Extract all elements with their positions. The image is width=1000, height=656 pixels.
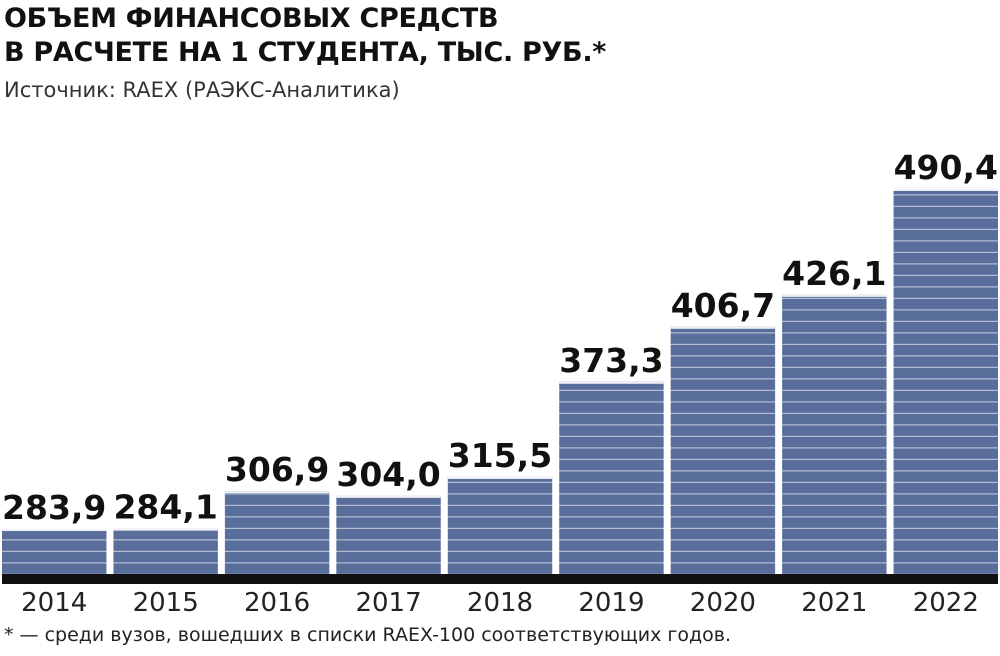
bar-2017 <box>336 495 441 574</box>
bar-2016 <box>224 491 330 574</box>
chart-source: Источник: RAEX (РАЭКС-Аналитика) <box>4 78 400 102</box>
chart-title-line-2: В РАСЧЕТЕ НА 1 СТУДЕНТА, ТЫС. РУБ.* <box>4 37 607 68</box>
year-label-2016: 2016 <box>244 588 310 618</box>
value-label-2021: 426,1 <box>782 254 886 293</box>
bar-top-edge-2018 <box>447 476 553 479</box>
bar-top-edge-2015 <box>113 528 218 531</box>
year-label-2015: 2015 <box>133 588 199 618</box>
bar-2020 <box>670 326 776 574</box>
bar-2022 <box>893 189 998 574</box>
bars-group <box>2 189 998 574</box>
bar-top-edge-2016 <box>224 491 330 494</box>
year-label-2019: 2019 <box>578 588 644 618</box>
value-label-2015: 284,1 <box>113 488 217 527</box>
chart-title: ОБЪЕМ ФИНАНСОВЫХ СРЕДСТВ В РАСЧЕТЕ НА 1 … <box>4 2 606 70</box>
bar-top-edge-2022 <box>893 189 998 191</box>
chart-title-line-1: ОБЪЕМ ФИНАНСОВЫХ СРЕДСТВ <box>4 3 499 34</box>
value-label-2017: 304,0 <box>336 455 440 494</box>
year-label-2018: 2018 <box>467 588 533 618</box>
year-label-2017: 2017 <box>355 588 421 618</box>
year-label-2020: 2020 <box>690 588 756 618</box>
bar-2018 <box>447 476 553 574</box>
bar-top-edge-2019 <box>559 381 664 384</box>
bar-top-edge-2014 <box>2 529 107 531</box>
value-label-2018: 315,5 <box>448 436 552 475</box>
bar-top-edge-2020 <box>670 326 776 329</box>
value-label-2020: 406,7 <box>671 286 775 325</box>
bar-2019 <box>559 381 664 574</box>
value-label-2016: 306,9 <box>225 450 329 489</box>
year-label-2014: 2014 <box>21 588 87 618</box>
chart-footnote: * — среди вузов, вошедших в списки RAEX-… <box>4 624 732 646</box>
chart-baseline <box>2 574 998 584</box>
bar-top-edge-2017 <box>336 495 441 498</box>
year-label-2021: 2021 <box>801 588 867 618</box>
bar-2015 <box>113 528 218 574</box>
bar-top-edge-2021 <box>782 294 887 297</box>
bar-2014 <box>2 529 107 574</box>
bar-2021 <box>782 294 887 574</box>
value-label-2019: 373,3 <box>559 341 663 380</box>
year-labels-group: 2014 2015 2016 2017 2018 2019 2020 2021 2022 <box>21 588 979 618</box>
year-label-2022: 2022 <box>913 588 979 618</box>
value-label-2022: 490,4 <box>894 148 998 187</box>
value-label-2014: 283,9 <box>2 488 106 527</box>
